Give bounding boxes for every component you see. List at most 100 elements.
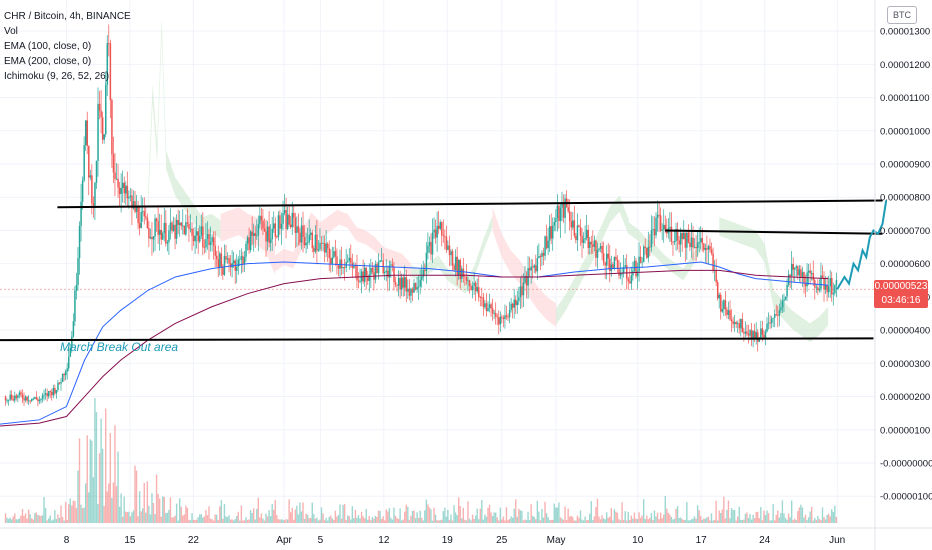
- cloud-patch: [338, 210, 412, 278]
- volume-bar: [632, 518, 634, 523]
- candle-body: [511, 303, 514, 308]
- volume-bar: [424, 510, 426, 523]
- candle-body: [636, 271, 639, 277]
- candle-body: [228, 258, 230, 264]
- volume-bar: [168, 509, 170, 523]
- volume-bar: [467, 501, 469, 523]
- volume-bar: [197, 517, 199, 523]
- candle-body: [447, 245, 449, 250]
- candle-body: [417, 286, 420, 288]
- candle-body: [14, 395, 16, 401]
- candle-body: [649, 246, 651, 248]
- volume-bar: [55, 519, 58, 523]
- volume-bar: [177, 520, 179, 523]
- legend-ema100[interactable]: EMA (100, close, 0): [4, 41, 92, 52]
- volume-bar: [328, 516, 330, 523]
- candle-body: [669, 226, 671, 229]
- volume-bar: [763, 510, 765, 523]
- candle-body: [71, 336, 73, 349]
- volume-bar: [360, 511, 363, 523]
- candle-body: [562, 201, 565, 218]
- candle-body: [123, 182, 126, 194]
- volume-bar: [387, 511, 389, 523]
- candle-body: [696, 242, 699, 249]
- candle-body: [168, 230, 170, 243]
- price-tick-label: 0.00000900: [880, 160, 930, 171]
- volume-bar: [249, 510, 252, 523]
- candle-body: [146, 217, 149, 229]
- volume-bar: [465, 520, 468, 523]
- candle-body: [365, 267, 368, 277]
- volume-bar: [741, 520, 744, 523]
- candle-body: [758, 337, 761, 342]
- legend-symbol[interactable]: CHR / Bitcoin, 4h, BINANCE: [4, 11, 131, 22]
- candle-body: [111, 99, 113, 155]
- candle-body: [672, 241, 674, 243]
- currency-unit-button[interactable]: BTC: [887, 6, 917, 24]
- candle-body: [621, 273, 623, 275]
- volume-bar: [280, 519, 283, 523]
- candle-body: [265, 231, 267, 242]
- volume-bar: [169, 497, 172, 523]
- volume-bar: [804, 514, 807, 523]
- candle-body: [337, 264, 340, 269]
- volume-bar: [396, 518, 398, 523]
- volume-bar: [753, 518, 756, 523]
- volume-bar: [26, 518, 28, 523]
- legend-volume[interactable]: Vol: [4, 26, 18, 37]
- legend-ema200[interactable]: EMA (200, close, 0): [4, 56, 92, 67]
- candle-body: [305, 242, 307, 246]
- volume-bar: [821, 507, 824, 523]
- candle-body: [222, 266, 224, 275]
- candle-body: [91, 175, 93, 204]
- volume-bar: [239, 520, 241, 523]
- candle-body: [760, 328, 762, 338]
- candle-body: [410, 288, 412, 296]
- candle-body: [86, 120, 89, 146]
- volume-bar: [683, 519, 685, 523]
- volume-bar: [729, 518, 731, 523]
- candle-body: [58, 382, 61, 384]
- volume-bar: [695, 518, 697, 523]
- volume-bar: [806, 520, 808, 523]
- volume-bar: [809, 511, 811, 523]
- volume-bar: [359, 518, 361, 523]
- candle-body: [827, 286, 830, 293]
- candle-body: [548, 226, 551, 241]
- volume-bar: [775, 514, 777, 523]
- candle-body: [789, 274, 791, 277]
- volume-bar: [807, 517, 810, 523]
- volume-bar: [735, 520, 737, 523]
- candle-body: [624, 265, 626, 267]
- volume-bar: [145, 512, 147, 523]
- candle-body: [444, 235, 446, 237]
- candle-body: [612, 264, 614, 269]
- candle-body: [340, 259, 343, 269]
- candle-body: [151, 237, 153, 240]
- volume-bar: [120, 493, 122, 523]
- volume-bar: [764, 514, 767, 523]
- volume-bar: [194, 520, 196, 523]
- candle-body: [20, 392, 22, 395]
- candle-body: [422, 269, 425, 277]
- volume-bar: [185, 505, 187, 523]
- candle-body: [823, 278, 825, 290]
- candle-body: [773, 314, 776, 318]
- legend-ichimoku[interactable]: Ichimoku (9, 26, 52, 26): [4, 71, 110, 82]
- volume-bar: [659, 512, 662, 523]
- volume-bar: [471, 514, 474, 523]
- candle-body: [171, 222, 173, 231]
- volume-bar: [589, 513, 591, 523]
- candle-body: [531, 266, 534, 268]
- volume-bar: [419, 510, 421, 523]
- volume-bar: [627, 511, 629, 523]
- candle-body: [596, 249, 599, 258]
- volume-bar: [220, 500, 223, 523]
- volume-bar: [686, 502, 688, 523]
- volume-bar: [646, 515, 648, 523]
- volume-bar: [798, 507, 801, 523]
- candle-body: [66, 368, 68, 372]
- candle-body: [390, 264, 392, 266]
